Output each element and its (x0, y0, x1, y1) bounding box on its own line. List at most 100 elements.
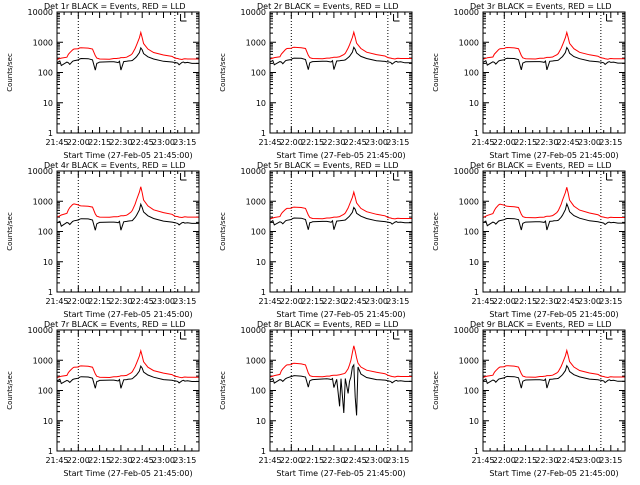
plot-frame (482, 329, 626, 452)
legend-marker (393, 14, 400, 22)
legend-marker (393, 332, 400, 340)
x-tick-label: 23:15 (386, 456, 409, 465)
y-axis-label: Counts/sec (6, 53, 14, 92)
series-line-lld (269, 345, 412, 378)
x-tick-label: 23:00 (365, 456, 388, 465)
x-tick-label: 21:45 (471, 456, 494, 465)
series-line-events (56, 46, 199, 71)
x-tick-label: 23:00 (365, 138, 388, 147)
plot-frame (56, 170, 200, 293)
x-tick-label: 23:00 (152, 138, 175, 147)
y-tick-label: 100 (38, 387, 53, 396)
x-tick-label: 22:15 (514, 456, 537, 465)
x-tick-label: 21:45 (45, 456, 68, 465)
panel-title: Det 8r BLACK = Events, RED = LLD (257, 320, 399, 329)
x-tick-label: 22:15 (301, 297, 324, 306)
x-axis-label: Start Time (27-Feb-05 21:45:00) (276, 151, 405, 160)
x-tick-label: 22:30 (322, 138, 345, 147)
legend-marker (180, 332, 187, 340)
x-tick-label: 22:00 (67, 138, 90, 147)
x-tick-label: 22:45 (131, 138, 154, 147)
x-tick-label: 22:00 (280, 456, 303, 465)
x-axis-label: Start Time (27-Feb-05 21:45:00) (276, 310, 405, 319)
y-tick-label: 10000 (454, 326, 479, 335)
panel-title: Det 2r BLACK = Events, RED = LLD (257, 2, 399, 11)
plot-frame (269, 329, 413, 452)
series-line-events (482, 202, 625, 231)
detector-panel: Det 7r BLACK = Events, RED = LLD Counts/s… (6, 320, 200, 478)
x-tick-label: 22:30 (535, 138, 558, 147)
detector-panel: Det 6r BLACK = Events, RED = LLD Counts/s… (432, 161, 626, 319)
x-tick-label: 22:45 (131, 297, 154, 306)
y-tick-label: 1000 (33, 197, 53, 206)
y-tick-label: 1000 (459, 356, 479, 365)
x-tick-label: 22:30 (322, 456, 345, 465)
y-axis-label: Counts/sec (432, 53, 440, 92)
panel-title: Det 1r BLACK = Events, RED = LLD (44, 2, 186, 11)
x-tick-label: 21:45 (471, 138, 494, 147)
series-line-events (56, 202, 199, 231)
y-tick-label: 1000 (33, 356, 53, 365)
y-tick-label: 1 (48, 288, 53, 297)
x-axis-label: Start Time (27-Feb-05 21:45:00) (489, 151, 618, 160)
x-tick-label: 23:00 (152, 297, 175, 306)
y-tick-label: 10 (256, 417, 266, 426)
y-tick-label: 100 (251, 69, 266, 78)
y-tick-label: 10000 (454, 8, 479, 17)
x-tick-label: 22:15 (88, 138, 111, 147)
y-tick-label: 1 (48, 447, 53, 456)
y-tick-label: 1 (261, 129, 266, 138)
y-tick-label: 1 (474, 447, 479, 456)
series-line-lld (269, 190, 412, 220)
x-tick-label: 23:15 (173, 297, 196, 306)
x-axis-label: Start Time (27-Feb-05 21:45:00) (489, 469, 618, 478)
y-tick-label: 10000 (241, 326, 266, 335)
x-tick-label: 22:45 (557, 138, 580, 147)
y-axis-label: Counts/sec (219, 371, 227, 410)
x-tick-label: 22:15 (88, 297, 111, 306)
y-tick-label: 100 (251, 228, 266, 237)
panel-title: Det 7r BLACK = Events, RED = LLD (44, 320, 186, 329)
series-line-lld (482, 187, 625, 219)
x-axis-label: Start Time (27-Feb-05 21:45:00) (63, 469, 192, 478)
x-tick-label: 22:00 (67, 456, 90, 465)
series-line-events (482, 364, 625, 389)
x-tick-label: 22:45 (557, 456, 580, 465)
y-tick-label: 100 (464, 387, 479, 396)
y-tick-label: 10 (469, 99, 479, 108)
plot-frame (56, 11, 200, 134)
x-tick-label: 23:00 (365, 297, 388, 306)
y-tick-label: 10 (43, 258, 53, 267)
y-tick-label: 100 (38, 69, 53, 78)
x-tick-label: 22:15 (514, 297, 537, 306)
x-tick-label: 22:15 (88, 456, 111, 465)
x-tick-label: 23:15 (386, 297, 409, 306)
legend-marker (180, 14, 187, 22)
detector-panel: Det 9r BLACK = Events, RED = LLD Counts/s… (432, 320, 626, 478)
x-tick-label: 22:00 (280, 297, 303, 306)
x-tick-label: 22:00 (493, 456, 516, 465)
x-tick-label: 23:15 (173, 138, 196, 147)
series-line-events (482, 46, 625, 71)
detector-panel: Det 1r BLACK = Events, RED = LLD Counts/s… (6, 2, 200, 160)
x-tick-label: 23:15 (599, 456, 622, 465)
x-tick-label: 22:45 (131, 456, 154, 465)
x-tick-label: 21:45 (258, 138, 281, 147)
y-tick-label: 100 (251, 387, 266, 396)
y-tick-label: 1 (261, 447, 266, 456)
x-tick-label: 22:00 (493, 138, 516, 147)
x-axis-label: Start Time (27-Feb-05 21:45:00) (63, 151, 192, 160)
y-tick-label: 10 (469, 417, 479, 426)
series-line-events (269, 46, 412, 70)
legend-marker (606, 173, 613, 181)
series-line-lld (56, 186, 199, 219)
y-tick-label: 1000 (246, 356, 266, 365)
plot-frame (482, 170, 626, 293)
x-tick-label: 23:00 (152, 456, 175, 465)
legend-marker (393, 173, 400, 181)
x-tick-label: 21:45 (471, 297, 494, 306)
y-tick-label: 10000 (241, 8, 266, 17)
y-tick-label: 10 (43, 99, 53, 108)
